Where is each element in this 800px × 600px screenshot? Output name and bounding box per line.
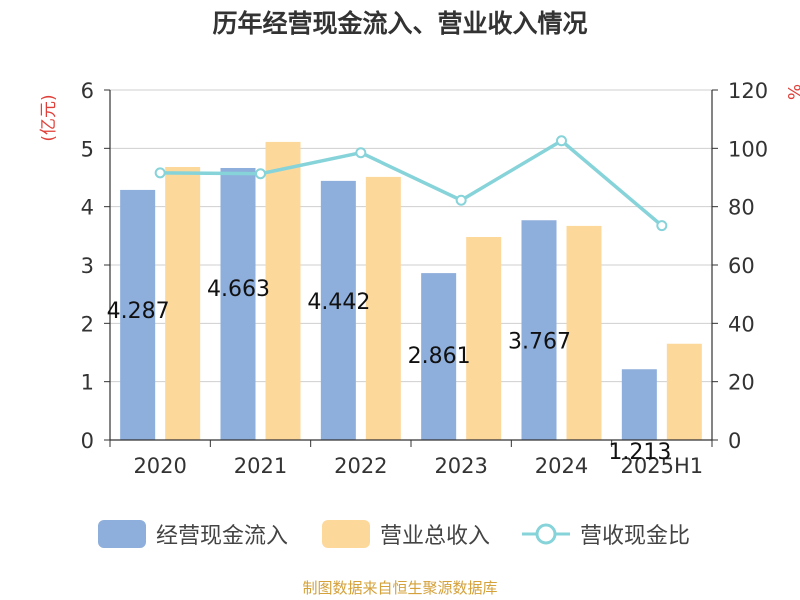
data-label-cashflow: 4.287 bbox=[107, 299, 170, 324]
bar-cashflow bbox=[120, 189, 156, 440]
bar-cashflow bbox=[421, 273, 457, 440]
ratio-point bbox=[255, 168, 266, 180]
y-left-axis-label: (亿元) bbox=[39, 94, 59, 141]
chart-title: 历年经营现金流入、营业收入情况 bbox=[212, 9, 588, 38]
x-tick-label: 2020 bbox=[133, 454, 186, 478]
y-left-tick-label: 0 bbox=[81, 429, 94, 453]
y-right-tick-label: 100 bbox=[728, 137, 768, 161]
bar-revenue bbox=[265, 141, 301, 440]
y-right-tick-label: 40 bbox=[728, 312, 755, 336]
data-label-cashflow: 1.213 bbox=[608, 440, 671, 465]
source-note: 制图数据来自恒生聚源数据库 bbox=[302, 579, 498, 597]
x-tick-label: 2023 bbox=[434, 454, 487, 478]
y-right-axis-label: % bbox=[783, 84, 800, 100]
bar-revenue bbox=[165, 167, 201, 440]
data-labels: 4.287 4.663 4.442 2.861 3.767 1.213 bbox=[107, 277, 672, 465]
y-left-tick-label: 2 bbox=[81, 312, 94, 336]
bars bbox=[120, 141, 702, 440]
x-tick-label: 2021 bbox=[234, 454, 287, 478]
y-right-tick-label: 60 bbox=[728, 254, 755, 278]
ratio-point bbox=[656, 220, 668, 232]
y-left-tick-label: 5 bbox=[81, 137, 94, 161]
bar-cashflow bbox=[521, 220, 557, 440]
bar-cashflow bbox=[220, 167, 256, 440]
legend-label-revenue: 营业总收入 bbox=[380, 524, 491, 549]
legend: 经营现金流入 营业总收入 营收现金比 bbox=[0, 514, 800, 554]
data-label-cashflow: 3.767 bbox=[508, 329, 571, 354]
ratio-polyline bbox=[160, 138, 663, 227]
legend-swatch-revenue bbox=[322, 520, 370, 548]
legend-label-cashflow: 经营现金流入 bbox=[156, 524, 289, 549]
y-right-tick-label: 0 bbox=[728, 429, 741, 453]
ratio-point bbox=[455, 194, 467, 206]
y-left-tick-label: 4 bbox=[81, 196, 94, 220]
y-left-tick-label: 6 bbox=[81, 79, 94, 103]
data-label-cashflow: 2.861 bbox=[408, 344, 471, 369]
ratio-point bbox=[556, 135, 567, 147]
ratio-point bbox=[154, 167, 166, 179]
bar-cashflow bbox=[320, 180, 356, 440]
bar-revenue bbox=[466, 237, 502, 440]
ratio-point bbox=[355, 147, 367, 159]
y-left-tick-label: 3 bbox=[81, 254, 94, 278]
bar-cashflow bbox=[621, 369, 657, 440]
x-tick-label: 2025H1 bbox=[621, 454, 704, 478]
legend-swatch-cashflow bbox=[98, 520, 146, 548]
y-right-tick-label: 80 bbox=[728, 196, 755, 220]
legend-item-revenue[interactable]: 营业总收入 bbox=[322, 514, 490, 554]
legend-item-ratio[interactable]: 营收现金比 bbox=[522, 514, 690, 554]
x-tick-label: 2022 bbox=[334, 454, 387, 478]
y-left-tick-label: 1 bbox=[81, 371, 94, 395]
gridlines bbox=[110, 89, 712, 383]
bar-revenue bbox=[566, 225, 602, 440]
y-right-tick-label: 120 bbox=[728, 79, 768, 103]
legend-swatch-ratio bbox=[522, 523, 570, 545]
x-tick-label: 2024 bbox=[535, 454, 588, 478]
data-label-cashflow: 4.663 bbox=[207, 277, 270, 302]
legend-label-ratio: 营收现金比 bbox=[580, 524, 691, 549]
legend-item-cashflow[interactable]: 经营现金流入 bbox=[98, 514, 288, 554]
bar-revenue bbox=[666, 343, 702, 440]
y-right-tick-label: 20 bbox=[728, 371, 755, 395]
bar-revenue bbox=[365, 176, 401, 440]
ratio-line bbox=[154, 135, 668, 232]
data-label-cashflow: 4.442 bbox=[307, 290, 370, 315]
